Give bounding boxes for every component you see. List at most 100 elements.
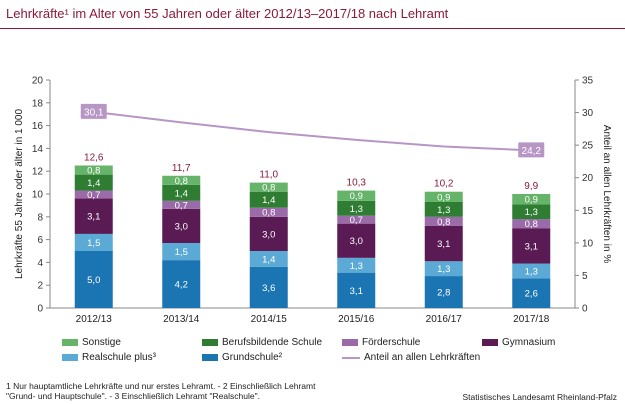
legend-label: Gymnasium xyxy=(502,337,556,348)
bar-value-label: 0,8 xyxy=(262,183,275,194)
bar-segment-grundschule xyxy=(424,276,463,308)
y-tick-label: 2 xyxy=(37,281,43,292)
bar-value-label: 3,1 xyxy=(87,212,100,223)
bar-value-label: 5,0 xyxy=(87,275,100,286)
y-tick-label: 8 xyxy=(37,212,43,223)
legend-label: Realschule plus³ xyxy=(82,352,156,363)
bar-segment-sonstige xyxy=(424,191,463,202)
bar-value-label: 2,6 xyxy=(525,289,538,300)
bar-value-label: 3,1 xyxy=(525,241,538,252)
bar-value-label: 0,7 xyxy=(87,190,100,201)
title-divider xyxy=(0,28,625,29)
bar-segment-grundschule xyxy=(162,260,201,308)
legend-item-berufsbildende: Berufsbildende Schule xyxy=(202,337,322,348)
bar-segment-sonstige xyxy=(74,165,113,175)
bar-segment-realschule xyxy=(512,263,551,279)
bar-value-label: 1,4 xyxy=(175,188,188,199)
bar-value-label: 3,1 xyxy=(437,239,450,250)
bar-segment-gymnasium xyxy=(162,208,201,244)
bar-segment-grundschule xyxy=(74,251,113,308)
bar-value-label: 1,4 xyxy=(262,254,275,265)
bar-value-label: 4,2 xyxy=(175,280,188,291)
bar-segment-foerderschule xyxy=(512,219,551,229)
bar-segment-realschule xyxy=(249,251,288,267)
x-tick-label: 2014/15 xyxy=(251,314,288,325)
bar-segment-sonstige xyxy=(337,190,376,201)
bar-value-label: 1,3 xyxy=(525,266,538,277)
bar-value-label: 0,9 xyxy=(437,192,450,203)
bar-value-label: 2,8 xyxy=(437,288,450,299)
bar-segment-grundschule xyxy=(249,266,288,308)
bar-segment-foerderschule xyxy=(162,200,201,209)
bar-segment-realschule xyxy=(74,233,113,251)
bar-segment-grundschule xyxy=(512,278,551,308)
y2-tick-label: 5 xyxy=(582,271,588,282)
legend-swatch xyxy=(482,339,498,346)
bar-segment-realschule xyxy=(337,257,376,273)
bar-value-label: 0,8 xyxy=(262,208,275,219)
x-tick-label: 2015/16 xyxy=(338,314,375,325)
bar-segment-berufsbildende xyxy=(74,174,113,191)
bar-segment-gymnasium xyxy=(337,223,376,258)
share-label: 24,2 xyxy=(522,146,542,157)
bar-segment-berufsbildende xyxy=(512,204,551,220)
bar-value-label: 0,8 xyxy=(525,219,538,230)
share-line xyxy=(93,110,532,152)
y2-tick-label: 35 xyxy=(582,76,594,87)
y-tick-label: 16 xyxy=(32,121,44,132)
bar-segment-berufsbildende xyxy=(249,191,288,208)
y2-tick-label: 15 xyxy=(582,206,594,217)
bar-value-label: 1,4 xyxy=(87,178,100,189)
legend-label: Förderschule xyxy=(362,337,421,348)
bar-value-label: 0,8 xyxy=(437,217,450,228)
bar-value-label: 0,8 xyxy=(175,176,188,187)
legend-swatch xyxy=(202,339,218,346)
bar-value-label: 0,9 xyxy=(350,191,363,202)
x-tick-label: 2017/18 xyxy=(513,314,550,325)
y-tick-label: 14 xyxy=(32,144,44,155)
bar-segment-sonstige xyxy=(162,175,201,185)
bar-segment-berufsbildende xyxy=(424,201,463,217)
bar-value-label: 1,3 xyxy=(437,264,450,275)
y-tick-label: 0 xyxy=(37,304,43,315)
y2-tick-label: 25 xyxy=(582,141,594,152)
y-axis-title: Lehrkräfte 55 Jahre oder älter in 1 000 xyxy=(14,109,25,280)
legend-item-foerderschule: Förderschule xyxy=(342,337,420,348)
share-label-box xyxy=(518,142,545,158)
bar-total-label: 10,3 xyxy=(347,178,367,189)
y-tick-label: 12 xyxy=(32,167,44,178)
legend-item-gymnasium: Gymnasium xyxy=(482,337,555,348)
x-tick-label: 2012/13 xyxy=(76,314,113,325)
bar-segment-gymnasium xyxy=(74,198,113,234)
legend-swatch xyxy=(342,339,358,346)
y2-tick-label: 30 xyxy=(582,108,594,119)
legend-item-realschule: Realschule plus³ xyxy=(62,352,156,363)
bar-segment-realschule xyxy=(162,243,201,261)
share-label-box xyxy=(80,103,107,119)
bar-segment-foerderschule xyxy=(249,207,288,217)
legend-item-line: Anteil an allen Lehrkräften xyxy=(342,352,480,363)
bar-value-label: 3,6 xyxy=(262,283,275,294)
footnote-line-1: 1 Nur hauptamtliche Lehrkräfte und nur e… xyxy=(6,381,316,391)
legend-swatch xyxy=(342,356,360,359)
bar-total-label: 10,2 xyxy=(434,179,454,190)
legend-item-sonstige: Sonstige xyxy=(62,337,121,348)
footnote-line-2: "Grund- und Hauptschule". - 3 Einschließ… xyxy=(6,391,260,401)
bar-segment-sonstige xyxy=(512,194,551,205)
bar-value-label: 0,9 xyxy=(525,195,538,206)
bar-value-label: 0,7 xyxy=(175,200,188,211)
y2-tick-label: 10 xyxy=(582,238,594,249)
chart-title: Lehrkräfte¹ im Alter von 55 Jahren oder … xyxy=(6,6,449,21)
bar-value-label: 1,4 xyxy=(262,195,275,206)
legend-label: Sonstige xyxy=(82,337,121,348)
bar-segment-gymnasium xyxy=(249,216,288,251)
y-tick-label: 20 xyxy=(32,76,44,87)
legend-swatch xyxy=(62,339,78,346)
bar-segment-gymnasium xyxy=(424,225,463,262)
bar-segment-foerderschule xyxy=(424,216,463,226)
bar-total-label: 11,0 xyxy=(259,170,278,181)
bar-segment-foerderschule xyxy=(74,190,113,199)
y2-tick-label: 0 xyxy=(582,304,588,315)
bar-value-label: 3,0 xyxy=(350,236,363,247)
